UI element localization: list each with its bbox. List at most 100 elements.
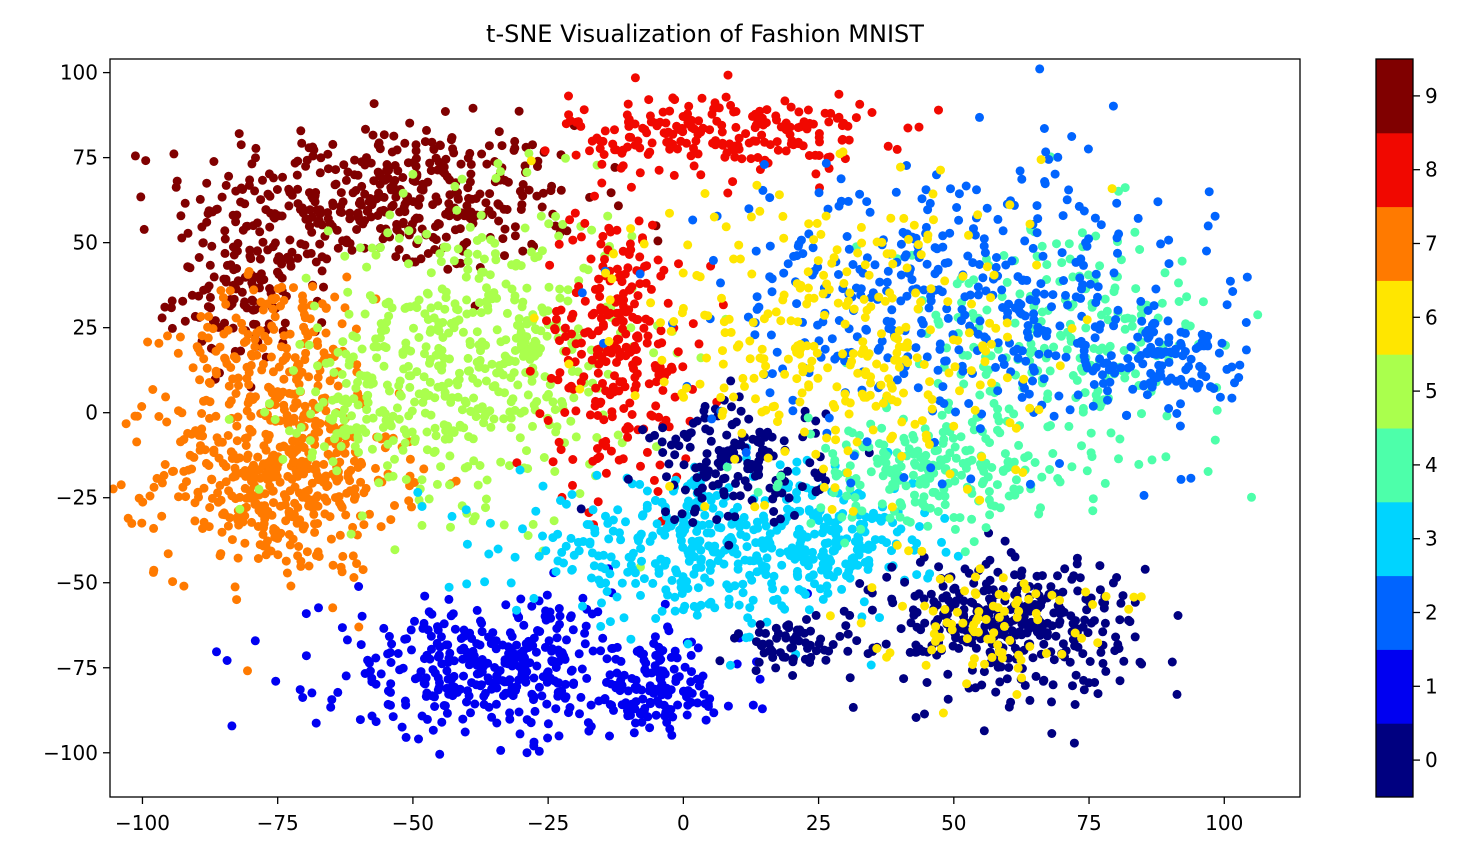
point-class-2 bbox=[834, 201, 844, 211]
point-class-1 bbox=[505, 708, 515, 718]
point-class-1 bbox=[596, 646, 606, 656]
point-class-2 bbox=[1047, 302, 1056, 312]
point-class-9 bbox=[434, 157, 444, 167]
point-class-3 bbox=[799, 557, 809, 567]
point-class-4 bbox=[985, 386, 995, 396]
point-class-9 bbox=[416, 254, 426, 264]
point-class-5 bbox=[479, 254, 489, 264]
point-class-0 bbox=[1119, 656, 1129, 666]
point-class-3 bbox=[818, 528, 827, 538]
point-class-1 bbox=[554, 604, 564, 613]
point-class-1 bbox=[602, 654, 612, 664]
point-class-4 bbox=[1037, 472, 1047, 482]
point-class-2 bbox=[1242, 272, 1252, 282]
point-class-0 bbox=[1140, 564, 1150, 574]
point-class-9 bbox=[293, 253, 303, 263]
point-class-7 bbox=[202, 363, 212, 373]
point-class-2 bbox=[960, 292, 970, 302]
point-class-5 bbox=[458, 327, 468, 337]
point-class-9 bbox=[172, 176, 182, 186]
point-class-8 bbox=[585, 410, 595, 420]
point-class-2 bbox=[1079, 260, 1088, 270]
point-class-5 bbox=[455, 368, 464, 378]
point-class-5 bbox=[465, 340, 475, 350]
point-class-2 bbox=[933, 365, 943, 375]
point-class-8 bbox=[635, 252, 645, 262]
point-class-8 bbox=[618, 145, 628, 155]
point-class-8 bbox=[593, 368, 603, 378]
point-class-0 bbox=[845, 610, 855, 620]
point-class-7 bbox=[250, 342, 260, 352]
point-class-7 bbox=[259, 519, 269, 529]
point-class-9 bbox=[481, 198, 491, 208]
point-class-8 bbox=[669, 170, 679, 180]
point-class-8 bbox=[834, 89, 844, 99]
point-class-0 bbox=[750, 471, 760, 481]
point-class-7 bbox=[410, 478, 419, 487]
point-class-5 bbox=[507, 284, 517, 294]
point-class-2 bbox=[891, 187, 901, 197]
point-class-6 bbox=[639, 239, 649, 249]
point-class-1 bbox=[530, 706, 540, 716]
point-class-4 bbox=[1015, 289, 1025, 299]
point-class-2 bbox=[911, 343, 921, 353]
point-class-3 bbox=[613, 505, 623, 515]
point-class-5 bbox=[522, 332, 532, 342]
point-class-1 bbox=[576, 692, 586, 702]
point-class-4 bbox=[1120, 324, 1130, 334]
point-class-7 bbox=[181, 492, 191, 502]
point-class-8 bbox=[535, 409, 545, 419]
point-class-5 bbox=[385, 418, 395, 428]
point-class-2 bbox=[1164, 259, 1174, 269]
point-class-8 bbox=[674, 259, 683, 269]
point-class-5 bbox=[440, 304, 450, 314]
point-class-7 bbox=[336, 562, 346, 572]
point-class-5 bbox=[410, 397, 420, 407]
point-class-5 bbox=[502, 308, 512, 318]
point-class-9 bbox=[497, 141, 507, 151]
point-class-7 bbox=[308, 282, 318, 291]
point-class-3 bbox=[864, 540, 874, 550]
point-class-5 bbox=[536, 211, 546, 221]
point-class-2 bbox=[896, 239, 906, 249]
point-class-8 bbox=[590, 191, 599, 201]
point-class-7 bbox=[290, 353, 300, 363]
point-class-1 bbox=[684, 687, 694, 696]
point-class-7 bbox=[256, 297, 266, 307]
point-class-1 bbox=[435, 678, 444, 688]
point-class-7 bbox=[201, 458, 211, 468]
point-class-8 bbox=[619, 306, 629, 316]
point-class-3 bbox=[648, 531, 658, 541]
point-class-1 bbox=[542, 699, 552, 709]
point-class-1 bbox=[491, 644, 501, 654]
point-class-1 bbox=[467, 678, 477, 688]
point-class-2 bbox=[846, 478, 856, 488]
point-class-8 bbox=[728, 177, 738, 187]
point-class-4 bbox=[937, 410, 947, 420]
point-class-1 bbox=[582, 673, 592, 683]
point-class-3 bbox=[940, 513, 950, 523]
point-class-9 bbox=[546, 186, 556, 196]
point-class-9 bbox=[429, 145, 439, 154]
point-class-0 bbox=[920, 618, 930, 628]
point-class-5 bbox=[383, 461, 392, 471]
point-class-2 bbox=[975, 316, 985, 326]
point-class-5 bbox=[374, 478, 384, 488]
point-class-8 bbox=[540, 146, 550, 156]
point-class-8 bbox=[903, 123, 913, 133]
point-class-2 bbox=[998, 303, 1008, 312]
point-class-9 bbox=[360, 189, 370, 199]
point-class-5 bbox=[332, 466, 342, 476]
point-class-7 bbox=[198, 524, 208, 533]
point-class-6 bbox=[755, 353, 765, 363]
point-class-3 bbox=[567, 490, 577, 499]
point-class-3 bbox=[748, 595, 758, 605]
point-class-1 bbox=[500, 655, 510, 665]
point-class-1 bbox=[307, 688, 317, 698]
point-class-8 bbox=[630, 73, 640, 83]
point-class-3 bbox=[447, 511, 457, 521]
point-class-5 bbox=[341, 378, 351, 388]
point-class-3 bbox=[660, 560, 670, 570]
point-class-4 bbox=[950, 442, 960, 452]
point-class-2 bbox=[862, 197, 872, 207]
